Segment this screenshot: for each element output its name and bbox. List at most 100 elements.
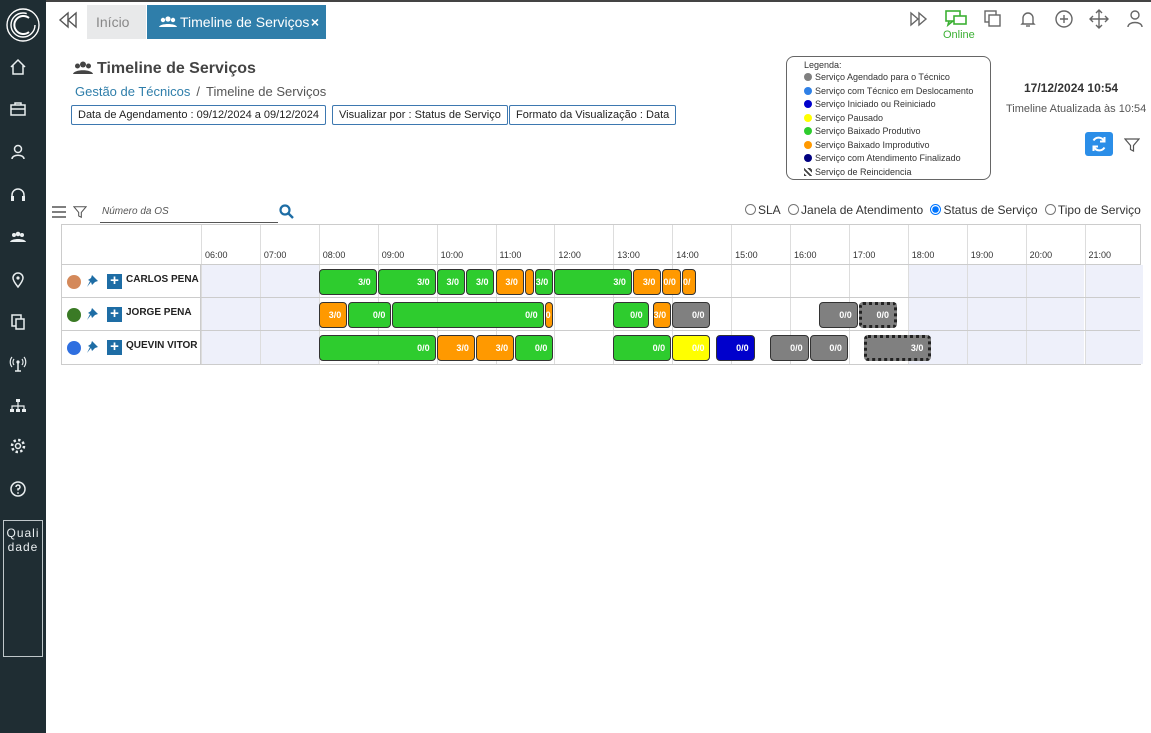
breadcrumb-parent[interactable]: Gestão de Técnicos bbox=[75, 84, 191, 99]
filter-chip-format[interactable]: Formato da Visualização : Data bbox=[509, 105, 677, 125]
add-service-button[interactable]: + bbox=[107, 339, 122, 355]
radio-tipo[interactable]: Tipo de Serviço bbox=[1044, 203, 1141, 217]
app-logo-icon[interactable] bbox=[4, 6, 42, 44]
headset-icon[interactable] bbox=[9, 186, 27, 204]
service-bar[interactable]: 0/0 bbox=[318, 335, 436, 361]
service-bar[interactable] bbox=[524, 269, 534, 295]
close-tab-button[interactable]: × bbox=[310, 14, 319, 30]
add-circle-icon[interactable] bbox=[1054, 9, 1074, 29]
service-bar[interactable]: 3/0 bbox=[318, 269, 377, 295]
help-icon[interactable] bbox=[9, 480, 27, 498]
user-icon[interactable] bbox=[9, 143, 27, 161]
services-timeline: 06:00 07:00 08:00 09:00 10:00 11:00 12:00 13:00… bbox=[61, 224, 1144, 365]
service-bar[interactable]: 0/0 bbox=[672, 335, 711, 361]
service-bar[interactable]: 3/0 bbox=[377, 269, 436, 295]
service-bar[interactable]: 0/0 bbox=[392, 302, 544, 328]
search-icon[interactable] bbox=[279, 204, 294, 219]
filter-chip-date[interactable]: Data de Agendamento : 09/12/2024 a 09/12… bbox=[71, 105, 326, 125]
hour-header: 12:00 bbox=[554, 225, 613, 264]
service-bar[interactable]: 3/0 bbox=[436, 335, 475, 361]
tab-home[interactable]: Início bbox=[87, 5, 146, 39]
location-pin-icon[interactable] bbox=[9, 271, 27, 289]
service-bar[interactable]: 3/0 bbox=[863, 335, 932, 361]
users-icon bbox=[73, 61, 93, 74]
top-bar: Início Timeline de Serviços × Online bbox=[46, 0, 1151, 41]
pin-icon[interactable] bbox=[86, 274, 99, 288]
copy-icon[interactable] bbox=[9, 313, 27, 331]
hour-cell bbox=[201, 298, 260, 331]
technician-status-dot bbox=[67, 308, 81, 322]
team-icon[interactable] bbox=[9, 228, 27, 246]
service-bar[interactable]: 0 bbox=[544, 302, 554, 328]
refresh-button[interactable] bbox=[1085, 132, 1113, 156]
service-bar[interactable]: 0/0 bbox=[770, 335, 809, 361]
profile-icon[interactable] bbox=[1125, 9, 1145, 29]
legend-item: Serviço Agendado para o Técnico bbox=[804, 71, 990, 85]
home-icon[interactable] bbox=[9, 58, 27, 76]
briefcase-icon[interactable] bbox=[9, 100, 27, 118]
pin-icon[interactable] bbox=[86, 340, 99, 354]
service-bar[interactable]: 0/0 bbox=[672, 302, 711, 328]
hour-cell bbox=[966, 331, 1026, 364]
current-datetime: 17/12/2024 10:54 bbox=[1024, 81, 1119, 95]
service-bar[interactable]: 3/0 bbox=[534, 269, 554, 295]
bell-icon[interactable] bbox=[1018, 9, 1038, 29]
antenna-icon[interactable] bbox=[9, 355, 27, 373]
service-bar[interactable]: 0/0 bbox=[662, 269, 681, 295]
menu-icon[interactable] bbox=[52, 205, 66, 218]
quality-side-tab[interactable]: Qualidade bbox=[3, 520, 43, 657]
filter-icon[interactable] bbox=[1123, 137, 1141, 153]
radio-janela-label: Janela de Atendimento bbox=[801, 203, 924, 217]
hour-header: 11:00 bbox=[495, 225, 555, 264]
service-bar[interactable]: 0/0 bbox=[858, 302, 897, 328]
service-bar[interactable]: 3/0 bbox=[554, 269, 632, 295]
service-bar[interactable]: 3/0 bbox=[466, 269, 495, 295]
service-bar[interactable]: 0/0 bbox=[613, 302, 649, 328]
service-bar[interactable]: 3/0 bbox=[632, 269, 662, 295]
technician-row: + CARLOS PENA 3/0 3/0 3/0 3/0 3/0 3/0 3/0 3/0 0/0 0… bbox=[62, 264, 1144, 298]
service-bar[interactable]: 0/0 bbox=[613, 335, 672, 361]
service-bar[interactable]: 0/0 bbox=[515, 335, 554, 361]
rewind-icon[interactable] bbox=[56, 10, 80, 30]
radio-janela[interactable]: Janela de Atendimento bbox=[788, 203, 923, 217]
hour-cell bbox=[201, 331, 260, 364]
fast-forward-icon[interactable] bbox=[909, 9, 929, 29]
service-bar[interactable]: 0/0 bbox=[819, 302, 858, 328]
breadcrumb: Gestão de Técnicos / Timeline de Serviços bbox=[75, 84, 326, 99]
service-bar[interactable]: 0/0 bbox=[716, 335, 755, 361]
page-title-text: Timeline de Serviços bbox=[97, 60, 256, 77]
legend-item: Serviço Iniciado ou Reiniciado bbox=[804, 98, 990, 112]
service-bar[interactable]: 3/0 bbox=[436, 269, 466, 295]
service-bar[interactable]: 3/0 bbox=[475, 335, 515, 361]
hour-cell bbox=[966, 298, 1026, 331]
add-service-button[interactable]: + bbox=[107, 273, 122, 289]
chat-online-icon[interactable] bbox=[945, 9, 967, 29]
pin-icon[interactable] bbox=[86, 307, 99, 321]
service-bar[interactable]: 0/0 bbox=[809, 335, 848, 361]
legend-swatch bbox=[804, 140, 812, 149]
legend-item: Serviço Baixado Improdutivo bbox=[804, 139, 990, 153]
add-service-button[interactable]: + bbox=[107, 306, 122, 322]
service-bar[interactable]: 3/0 bbox=[318, 302, 348, 328]
legend-label: Serviço com Atendimento Finalizado bbox=[815, 153, 961, 163]
timeline-filter-icon[interactable] bbox=[72, 205, 88, 219]
org-chart-icon[interactable] bbox=[9, 397, 27, 415]
radio-sla[interactable]: SLA bbox=[745, 203, 781, 217]
os-search-input[interactable] bbox=[100, 201, 278, 223]
hour-header: 18:00 bbox=[907, 225, 967, 264]
gear-icon[interactable] bbox=[9, 437, 27, 455]
hour-header: 20:00 bbox=[1025, 225, 1085, 264]
windows-icon[interactable] bbox=[983, 9, 1003, 29]
move-icon[interactable] bbox=[1089, 9, 1109, 29]
service-bar[interactable]: 0/0 bbox=[348, 302, 392, 328]
filter-chip-view-by[interactable]: Visualizar por : Status de Serviço bbox=[332, 105, 508, 125]
breadcrumb-current: Timeline de Serviços bbox=[206, 84, 327, 99]
service-bar[interactable]: 0/ bbox=[682, 269, 696, 295]
service-bar[interactable]: 3/0 bbox=[652, 302, 672, 328]
tab-timeline[interactable]: Timeline de Serviços × bbox=[147, 5, 326, 39]
radio-status[interactable]: Status de Serviço bbox=[930, 203, 1038, 217]
legend-swatch bbox=[804, 167, 812, 176]
service-bar[interactable]: 3/0 bbox=[495, 269, 524, 295]
hour-cell bbox=[966, 265, 1026, 298]
legend-label: Serviço Iniciado ou Reiniciado bbox=[815, 99, 936, 109]
